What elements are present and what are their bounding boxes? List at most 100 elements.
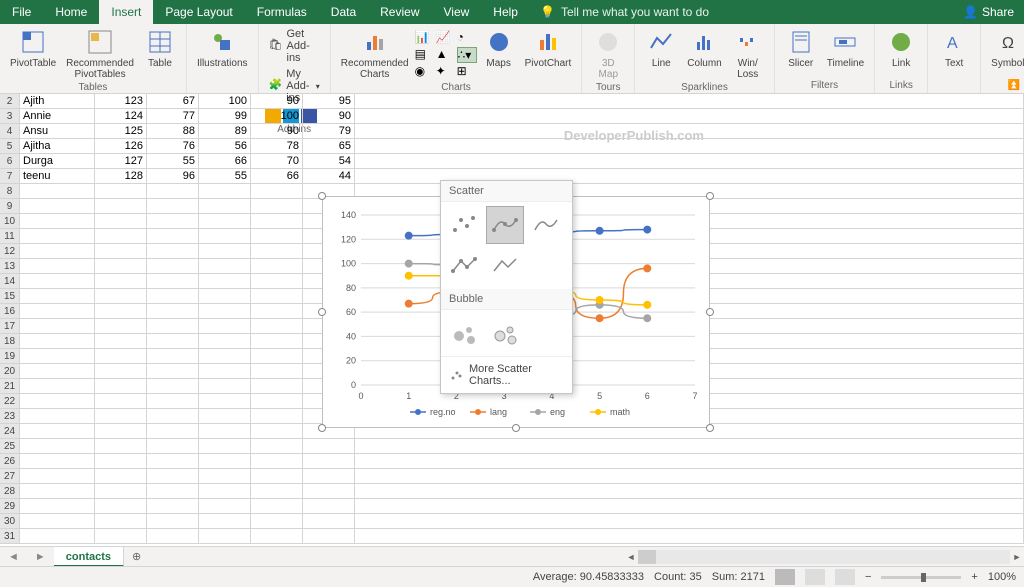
line-chart-icon[interactable]: 📈 (436, 30, 456, 46)
row-header[interactable]: 6 (0, 154, 20, 169)
row-header[interactable]: 23 (0, 409, 20, 424)
sparkline-line-button[interactable]: Line (641, 26, 681, 82)
tab-review[interactable]: Review (368, 0, 431, 24)
pivotchart-button[interactable]: PivotChart (521, 26, 576, 82)
more-scatter-charts-option[interactable]: More Scatter Charts... (441, 356, 572, 393)
area-chart-icon[interactable]: ▲ (436, 47, 456, 63)
worksheet-grid[interactable]: 2345678910111213141516171819202122232425… (0, 94, 1024, 546)
get-addins-button[interactable]: 🛍Get Add-ins (265, 26, 324, 66)
illustrations-button[interactable]: Illustrations (193, 26, 252, 91)
share-button[interactable]: 👤 Share (963, 5, 1014, 19)
sheet-nav-prev[interactable]: ◄ (0, 551, 27, 563)
resize-handle[interactable] (318, 192, 326, 200)
pie-chart-icon[interactable]: ◔ (457, 30, 477, 46)
row-header[interactable]: 29 (0, 499, 20, 514)
scatter-chart-dropdown[interactable]: ∴▾ (457, 47, 477, 63)
sheet-nav-next[interactable]: ► (27, 551, 54, 563)
row-header[interactable]: 3 (0, 109, 20, 124)
scatter-straight-option[interactable] (486, 247, 524, 285)
row-header[interactable]: 2 (0, 94, 20, 109)
resize-handle[interactable] (706, 424, 714, 432)
timeline-button[interactable]: Timeline (823, 26, 868, 80)
row-header[interactable]: 26 (0, 454, 20, 469)
scatter-smooth-option[interactable] (527, 206, 565, 244)
row-header[interactable]: 22 (0, 394, 20, 409)
bubble-option[interactable] (445, 314, 483, 352)
row-header[interactable]: 14 (0, 274, 20, 289)
table-row[interactable]: Annie124779910090 (20, 109, 1024, 124)
tab-help[interactable]: Help (481, 0, 530, 24)
recommended-charts-button[interactable]: Recommended Charts (337, 26, 413, 82)
recommended-pivottables-button[interactable]: Recommended PivotTables (62, 26, 138, 82)
sparkline-winloss-button[interactable]: Win/ Loss (728, 26, 768, 82)
scatter-smooth-markers-option[interactable] (486, 206, 524, 244)
row-header[interactable]: 4 (0, 124, 20, 139)
scroll-left-icon[interactable]: ◄ (624, 550, 638, 564)
row-header[interactable]: 5 (0, 139, 20, 154)
zoom-slider[interactable] (881, 576, 961, 579)
tab-formulas[interactable]: Formulas (245, 0, 319, 24)
surface-chart-icon[interactable]: ◉ (415, 64, 435, 80)
pivottable-button[interactable]: PivotTable (6, 26, 60, 82)
table-row[interactable]: Ansu12588899079 (20, 124, 1024, 139)
column-chart-icon[interactable]: 📊 (415, 30, 435, 46)
row-header[interactable]: 30 (0, 514, 20, 529)
tab-home[interactable]: Home (43, 0, 99, 24)
zoom-in-button[interactable]: + (971, 571, 977, 583)
combo-chart-icon[interactable]: ⊞ (457, 64, 477, 80)
link-button[interactable]: Link (881, 26, 921, 80)
row-header[interactable]: 21 (0, 379, 20, 394)
tab-view[interactable]: View (432, 0, 482, 24)
maps-button[interactable]: Maps (479, 26, 519, 82)
radar-chart-icon[interactable]: ✦ (436, 64, 456, 80)
row-header[interactable]: 24 (0, 424, 20, 439)
row-header[interactable]: 28 (0, 484, 20, 499)
scatter-markers-only-option[interactable] (445, 206, 483, 244)
normal-view-button[interactable] (775, 569, 795, 585)
3d-map-button[interactable]: 3D Map (588, 26, 628, 82)
resize-handle[interactable] (706, 308, 714, 316)
table-row[interactable]: Durga12755667054 (20, 154, 1024, 169)
row-header[interactable]: 25 (0, 439, 20, 454)
row-header[interactable]: 16 (0, 304, 20, 319)
zoom-out-button[interactable]: − (865, 571, 871, 583)
bubble-3d-option[interactable] (486, 314, 524, 352)
tab-pagelayout[interactable]: Page Layout (153, 0, 244, 24)
page-break-view-button[interactable] (835, 569, 855, 585)
row-header[interactable]: 19 (0, 349, 20, 364)
row-header[interactable]: 18 (0, 334, 20, 349)
tell-me-search[interactable]: 💡 Tell me what you want to do (530, 5, 719, 19)
resize-handle[interactable] (512, 424, 520, 432)
tab-file[interactable]: File (0, 0, 43, 24)
row-header[interactable]: 15 (0, 289, 20, 304)
slicer-button[interactable]: Slicer (781, 26, 821, 80)
tab-insert[interactable]: Insert (99, 0, 153, 24)
text-button[interactable]: AText (934, 26, 974, 91)
table-row[interactable]: Ajitha12676567865 (20, 139, 1024, 154)
collapse-ribbon-icon[interactable]: ⏫ (1008, 80, 1020, 91)
table-button[interactable]: Table (140, 26, 180, 82)
zoom-level[interactable]: 100% (988, 571, 1016, 583)
row-header[interactable]: 10 (0, 214, 20, 229)
scroll-right-icon[interactable]: ► (1010, 550, 1024, 564)
row-header[interactable]: 31 (0, 529, 20, 544)
row-header[interactable]: 9 (0, 199, 20, 214)
row-header[interactable]: 8 (0, 184, 20, 199)
resize-handle[interactable] (318, 308, 326, 316)
scatter-straight-markers-option[interactable] (445, 247, 483, 285)
row-header[interactable]: 20 (0, 364, 20, 379)
bar-chart-icon[interactable]: ▤ (415, 47, 435, 63)
row-header[interactable]: 7 (0, 169, 20, 184)
tab-data[interactable]: Data (319, 0, 368, 24)
row-header[interactable]: 12 (0, 244, 20, 259)
page-layout-view-button[interactable] (805, 569, 825, 585)
resize-handle[interactable] (706, 192, 714, 200)
row-header[interactable]: 17 (0, 319, 20, 334)
sparkline-column-button[interactable]: Column (683, 26, 725, 82)
row-header[interactable]: 11 (0, 229, 20, 244)
table-row[interactable]: Ajith123671009095 (20, 94, 1024, 109)
add-sheet-button[interactable]: ⊕ (124, 550, 149, 563)
sheet-tab-contacts[interactable]: contacts (54, 547, 124, 567)
row-header[interactable]: 27 (0, 469, 20, 484)
row-header[interactable]: 13 (0, 259, 20, 274)
